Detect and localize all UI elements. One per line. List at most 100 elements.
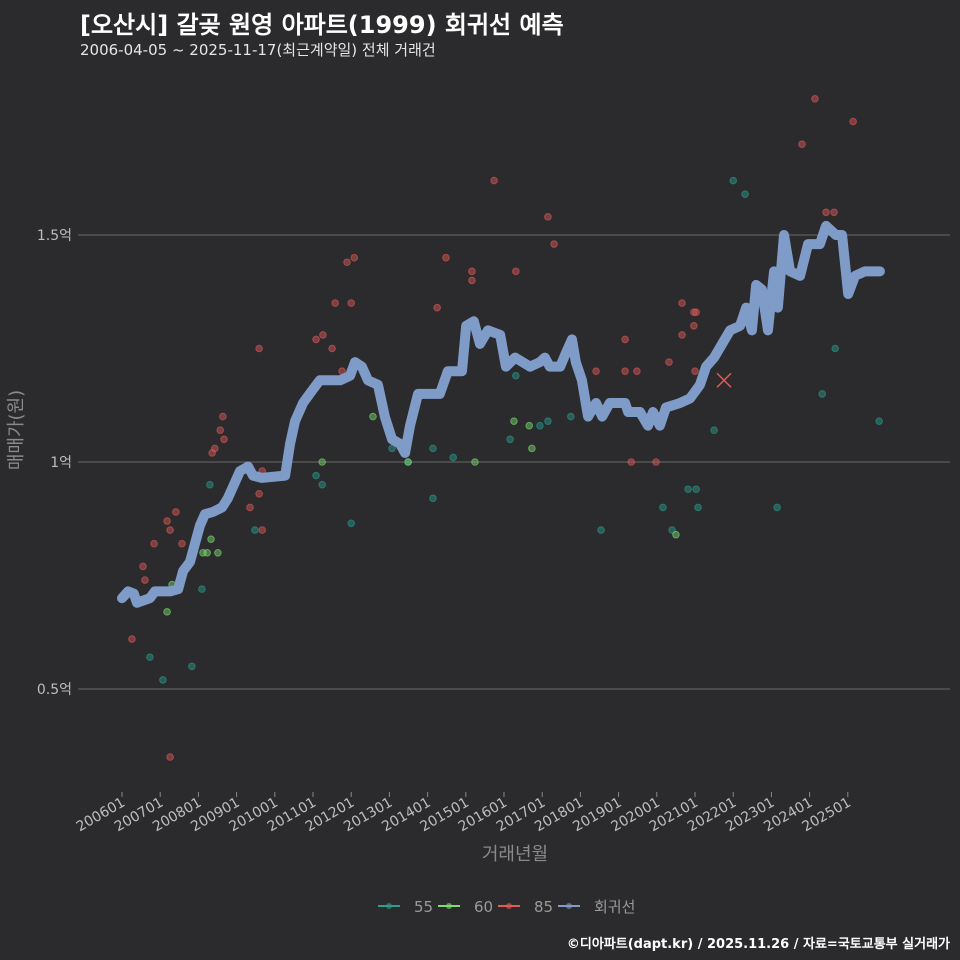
point-55 [429, 494, 437, 503]
point-60 [163, 608, 171, 616]
point-85 [172, 508, 180, 516]
point-85 [246, 503, 254, 512]
point-85 [512, 267, 520, 276]
legend-label: 55 [414, 898, 433, 916]
point-55 [684, 485, 692, 494]
point-85 [219, 412, 227, 421]
point-85 [216, 426, 224, 435]
point-60 [528, 444, 536, 453]
legend-swatch-dot [386, 903, 392, 909]
point-55 [449, 453, 457, 462]
point-55 [659, 503, 667, 512]
latest-point-marker [716, 372, 732, 388]
point-85 [544, 213, 552, 221]
point-60 [207, 535, 215, 543]
legend-label: 85 [534, 898, 553, 916]
point-85 [678, 331, 686, 339]
point-60 [203, 549, 211, 557]
point-85 [665, 358, 673, 366]
point-85 [690, 322, 698, 330]
point-85 [633, 367, 641, 376]
legend-swatch-dot [506, 903, 512, 909]
point-55 [741, 190, 749, 198]
point-85 [312, 335, 320, 344]
point-85 [822, 208, 830, 217]
point-85 [220, 435, 228, 444]
point-60 [510, 417, 518, 425]
point-85 [141, 576, 149, 584]
point-85 [811, 95, 819, 103]
point-85 [621, 367, 629, 376]
point-60 [672, 530, 680, 539]
point-55 [198, 585, 206, 593]
point-55 [536, 421, 544, 430]
point-85 [258, 526, 266, 534]
point-85 [849, 117, 857, 126]
point-60 [369, 412, 377, 421]
point-55 [729, 176, 738, 185]
point-85 [550, 240, 558, 248]
point-85 [347, 299, 356, 307]
point-85 [166, 753, 174, 761]
point-85 [343, 258, 351, 267]
point-55 [188, 662, 196, 671]
y-tick-label: 1억 [50, 455, 72, 471]
point-85 [139, 562, 147, 571]
point-85 [798, 140, 806, 148]
point-55 [347, 519, 356, 528]
point-55 [773, 503, 781, 512]
point-55 [831, 344, 839, 353]
legend-label: 회귀선 [594, 898, 635, 916]
point-60 [214, 549, 222, 557]
point-85 [433, 303, 441, 312]
point-85 [128, 635, 136, 643]
regression-line [117, 220, 885, 608]
point-85 [627, 458, 636, 466]
point-55 [710, 426, 718, 435]
point-55 [694, 503, 702, 512]
point-60 [404, 458, 412, 466]
y-tick-label: 0.5억 [37, 682, 72, 698]
point-55 [251, 526, 259, 534]
point-85 [690, 308, 698, 316]
point-55 [567, 412, 575, 421]
point-85 [163, 517, 171, 525]
point-55 [875, 417, 883, 425]
point-55 [506, 435, 514, 444]
point-55 [388, 444, 396, 453]
point-85 [255, 344, 263, 353]
point-55 [159, 676, 167, 684]
point-85 [166, 526, 174, 534]
point-85 [150, 539, 158, 548]
point-60 [471, 458, 479, 466]
point-85 [331, 299, 339, 307]
x-axis-title: 거래년월 [482, 844, 548, 865]
point-55 [146, 653, 154, 662]
point-55 [318, 480, 326, 489]
legend: 55 60 85 회귀선 [378, 898, 635, 916]
point-85 [468, 276, 476, 285]
point-85 [621, 335, 629, 344]
point-85 [178, 539, 186, 548]
legend-swatch-dot [446, 903, 452, 909]
footer-credit: ©디아파트(dapt.kr) / 2025.11.26 / 자료=국토교통부 실… [566, 937, 950, 952]
legend-swatch-dot [566, 903, 572, 909]
point-55 [312, 471, 320, 480]
point-60 [318, 458, 326, 466]
point-55 [206, 480, 214, 489]
point-85 [592, 367, 600, 376]
point-85 [255, 489, 263, 498]
point-60 [525, 421, 534, 430]
point-55 [512, 371, 520, 380]
point-85 [691, 367, 699, 376]
point-85 [442, 253, 450, 262]
y-tick-label: 1.5억 [37, 228, 72, 244]
point-85 [692, 308, 700, 316]
point-85 [211, 444, 219, 453]
point-85 [319, 331, 327, 339]
point-85 [678, 299, 686, 307]
y-axis-title: 매매가(원) [6, 390, 27, 470]
point-85 [328, 344, 336, 353]
point-85 [652, 458, 660, 466]
chart-subtitle: 2006-04-05 ~ 2025-11-17(최근계약일) 전체 거래건 [80, 41, 436, 59]
